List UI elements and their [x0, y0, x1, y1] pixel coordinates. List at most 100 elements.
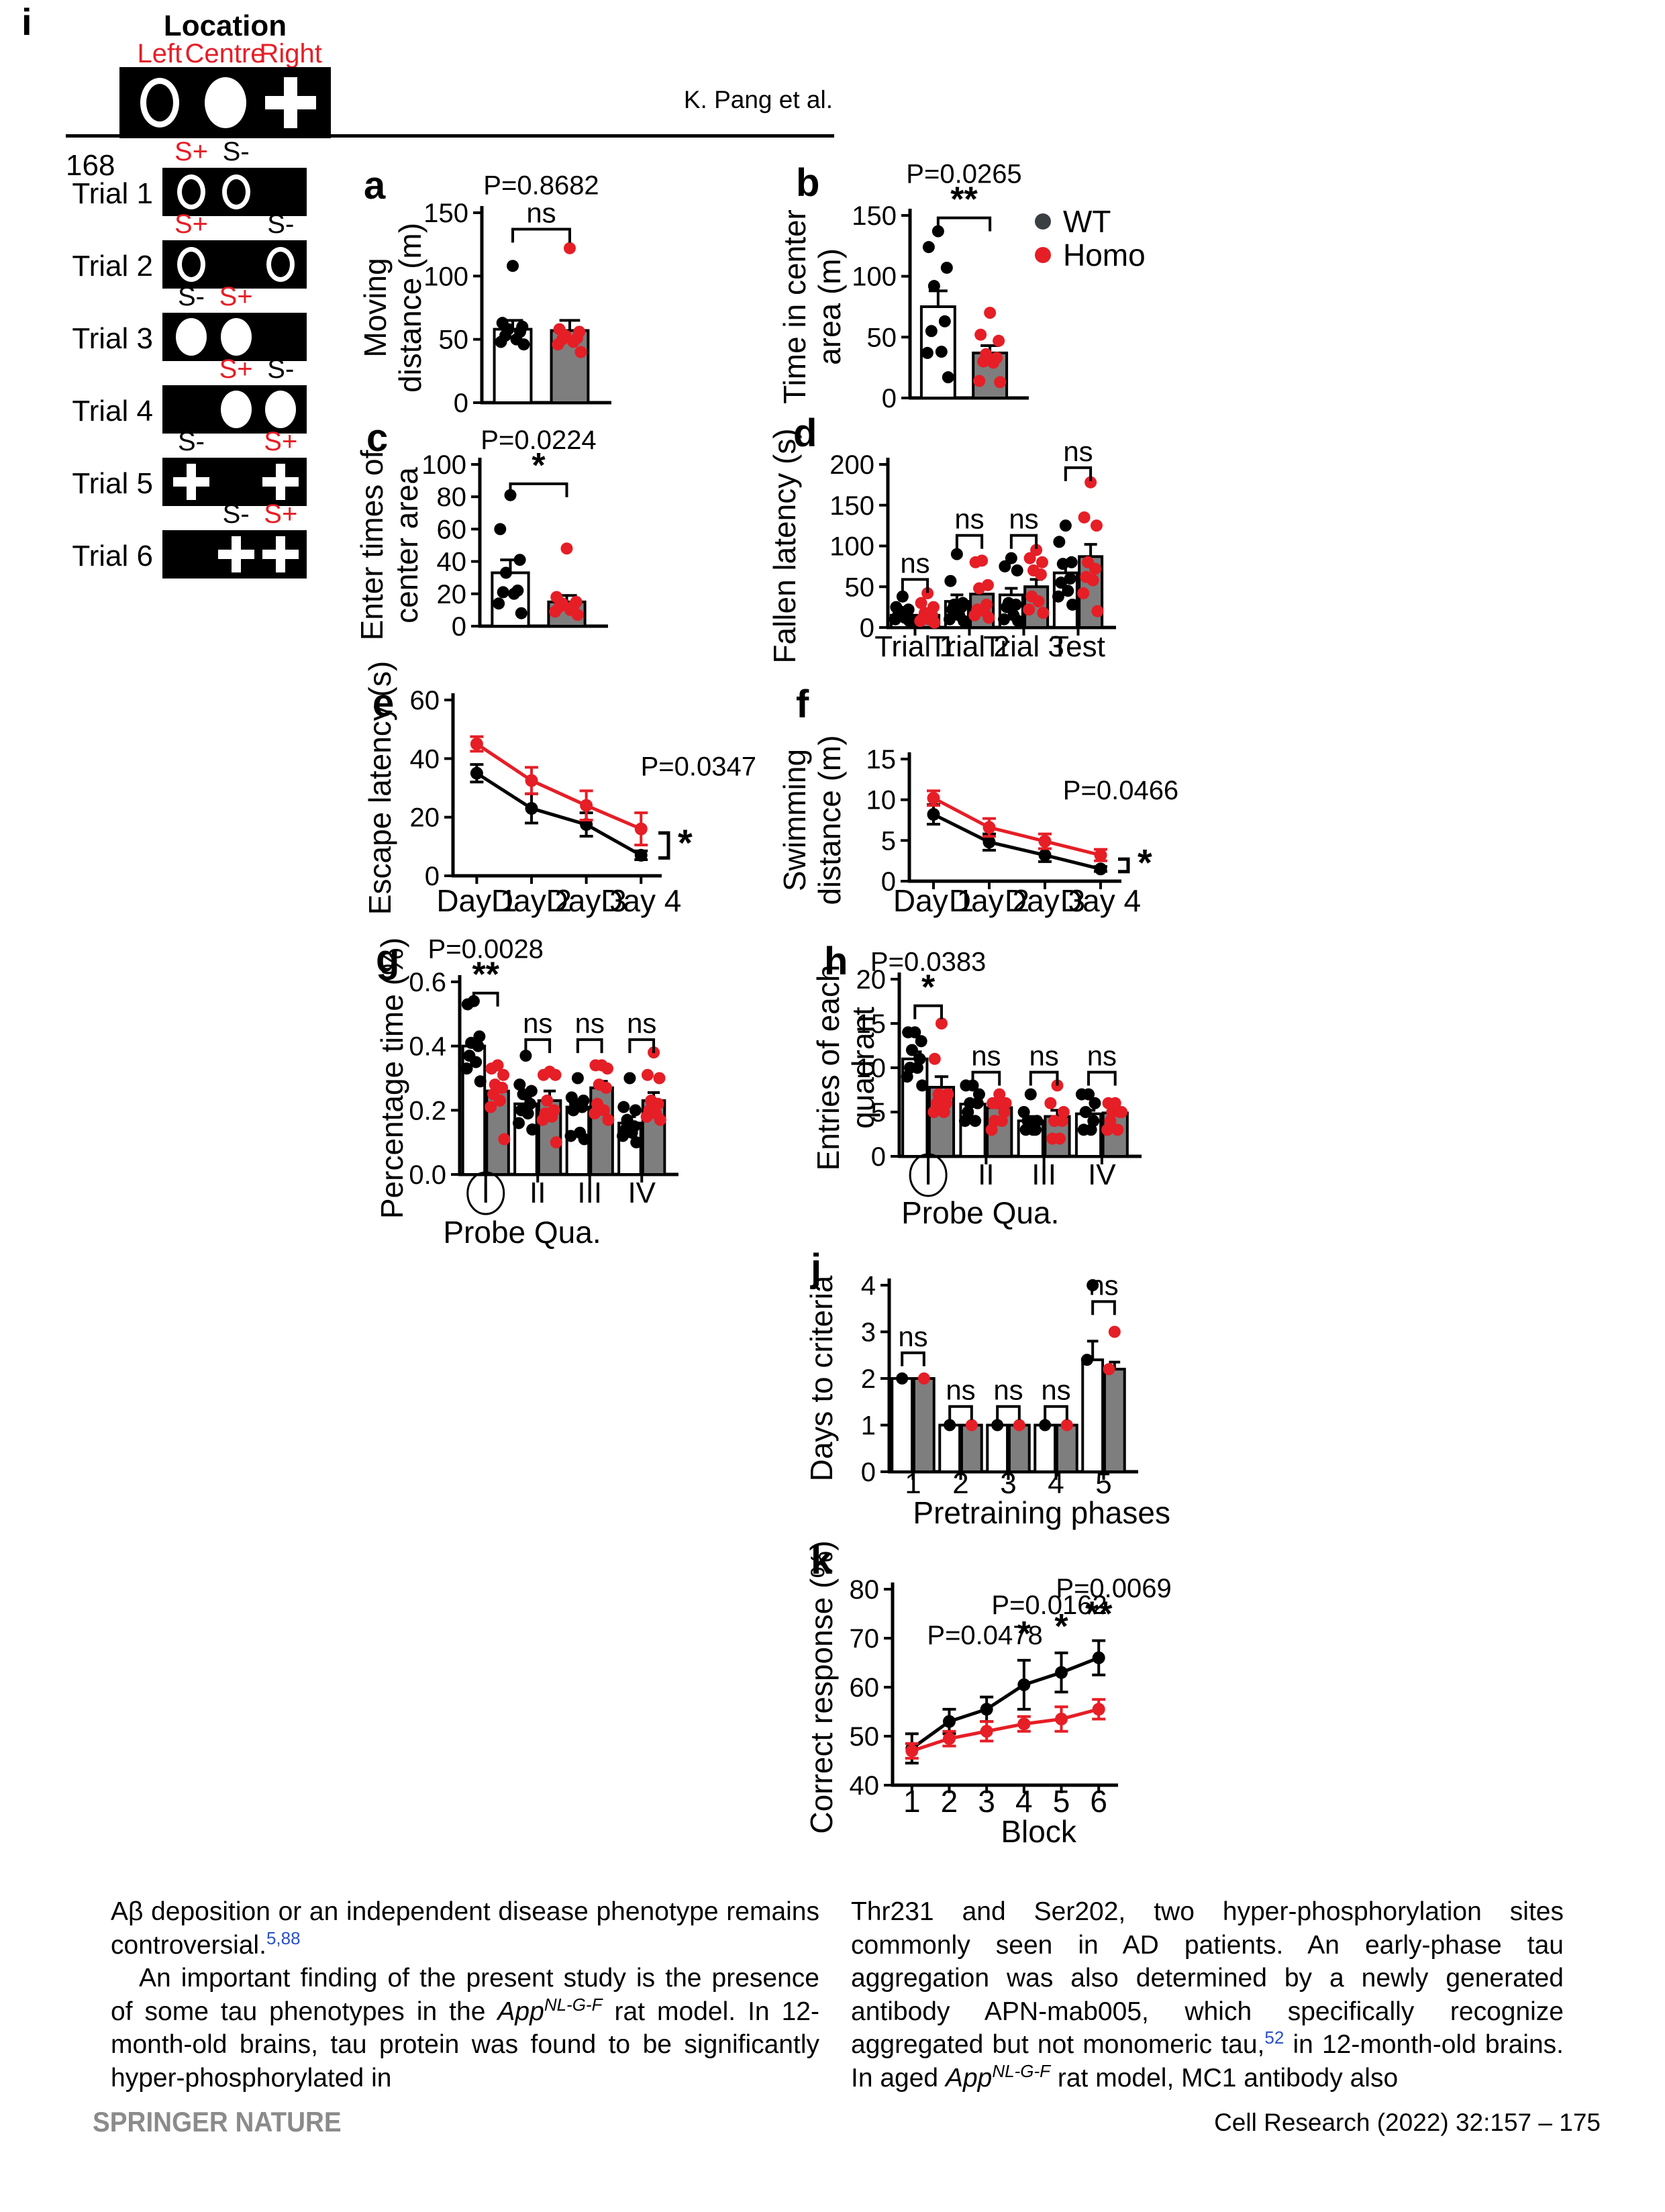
chart-text: h	[824, 940, 848, 983]
data-point	[1101, 1123, 1114, 1136]
stimulus-tag: S-	[267, 354, 295, 384]
chart-text: 0	[871, 1142, 886, 1172]
chart-text: 2	[861, 1364, 876, 1394]
chart-text: 100	[423, 262, 468, 291]
disc-shape-icon	[220, 318, 252, 356]
bar-homo	[1103, 1368, 1126, 1473]
chart-text: 0	[881, 867, 896, 897]
chart-text: 50	[439, 325, 469, 355]
data-point	[994, 376, 1007, 389]
bar-homo	[1055, 1423, 1078, 1473]
data-point	[517, 1088, 529, 1101]
reference-superscript: 5,88	[266, 1927, 301, 1948]
column-header-centre: Centre	[185, 39, 266, 68]
data-point	[922, 241, 935, 254]
data-point	[1089, 1097, 1101, 1109]
data-point	[485, 1062, 498, 1075]
chart-text: Trial 1	[874, 630, 956, 663]
data-point	[944, 1419, 956, 1431]
chart-text: **	[472, 956, 500, 995]
data-point	[889, 613, 901, 625]
bar-wt	[891, 1377, 914, 1473]
data-point	[1075, 1088, 1088, 1101]
series-line-wt	[476, 772, 642, 857]
chart-text: 100	[829, 532, 874, 562]
data-point	[630, 1136, 643, 1149]
chart-text: 1	[861, 1411, 876, 1441]
data-point	[460, 1062, 473, 1075]
data-point	[927, 280, 940, 293]
data-point	[1092, 1703, 1105, 1716]
data-point	[1066, 598, 1079, 611]
data-point	[969, 1115, 982, 1127]
data-point	[634, 848, 648, 862]
data-point	[935, 1017, 948, 1029]
data-point	[917, 1372, 930, 1385]
chart-text: III	[1031, 1158, 1056, 1191]
data-point	[1039, 1419, 1052, 1431]
panel-i-diagram: i Location Left Centre Right S+ S- Trial 1 S+ S- T…	[0, 0, 403, 604]
circled-quadrant	[909, 1153, 948, 1197]
data-point	[1055, 1712, 1068, 1725]
chart-text: ns	[526, 197, 556, 229]
chart-text: P=0.0265	[906, 160, 1021, 189]
reference-superscript: NL-G-F	[992, 2060, 1051, 2081]
chart-text: *	[1138, 841, 1152, 883]
bar-wt	[1081, 1358, 1105, 1473]
data-point	[560, 542, 573, 555]
text-segment: Thr231 and Ser202, two hyper-phosphoryla…	[851, 1897, 1564, 2060]
data-point	[472, 1040, 485, 1052]
chart-text: P=0.8682	[483, 171, 599, 201]
chart-text: 60	[437, 515, 467, 544]
chart-text: ns	[900, 547, 929, 579]
sig-bracket	[901, 1351, 925, 1366]
chart-text: 0	[882, 384, 897, 413]
data-point	[1084, 1123, 1097, 1136]
bar-homo	[960, 1423, 983, 1473]
data-point	[990, 1097, 1003, 1109]
chart-text: P=0.0478	[927, 1621, 1042, 1650]
panel-letter-i: i	[21, 1, 32, 43]
header-rule	[66, 134, 834, 138]
data-point	[1055, 1666, 1068, 1679]
panel-f: f 0 5 10 15 Swimming distance (m) Day 1 Day 2 Day…	[765, 674, 1309, 943]
data-point	[980, 1703, 993, 1716]
data-point	[497, 1068, 510, 1081]
data-point	[982, 836, 996, 849]
data-point	[960, 1079, 972, 1092]
data-point	[1012, 615, 1025, 627]
ring-shape-icon	[177, 247, 205, 282]
data-point	[995, 1115, 1008, 1127]
chart-text: distance (m)	[812, 735, 847, 905]
disc-shape-icon	[176, 318, 207, 356]
circled-quadrant	[466, 1171, 505, 1215]
data-point	[916, 1079, 929, 1092]
data-point	[523, 1097, 536, 1110]
chart-text: P=0.0347	[641, 752, 756, 782]
data-point	[921, 587, 934, 599]
chart-text: Day 4	[1060, 883, 1141, 918]
stimulus-tag: S+	[219, 354, 253, 384]
data-point	[942, 371, 954, 384]
data-point	[473, 1030, 486, 1043]
bar-wt	[938, 1423, 962, 1473]
chart-text: 1	[903, 1784, 921, 1819]
publisher-logo: SPRINGER NATURE	[93, 2106, 342, 2138]
data-point	[969, 556, 982, 568]
data-point	[1077, 587, 1090, 599]
chart-text: 0	[454, 389, 468, 418]
data-point	[597, 1104, 610, 1117]
column-header-left: Left	[137, 39, 183, 68]
chart-text: 0	[861, 1458, 876, 1487]
chart-text: P=0.0383	[870, 948, 986, 977]
chart-text: quadrant	[846, 1007, 880, 1129]
sig-bracket	[901, 578, 929, 593]
data-point	[641, 1068, 654, 1081]
chart-text: 0.6	[409, 968, 446, 997]
chart-text: P=0.0162	[991, 1591, 1107, 1620]
data-point	[927, 791, 940, 805]
chart-text: P=0.0069	[1056, 1574, 1171, 1603]
